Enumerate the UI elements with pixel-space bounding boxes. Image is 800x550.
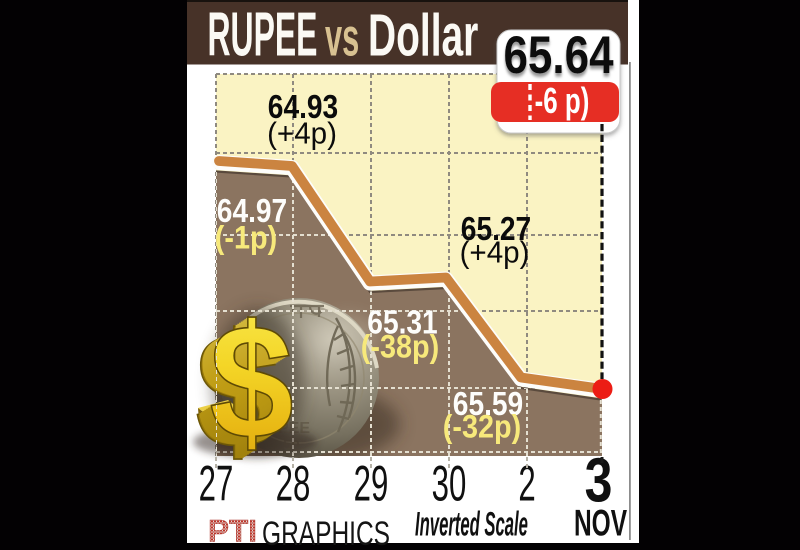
svg-text:$: $	[199, 299, 283, 480]
svg-text:3: 3	[585, 445, 613, 515]
svg-text:NOV: NOV	[574, 502, 627, 543]
svg-text:-6 p): -6 p)	[535, 81, 590, 121]
svg-text:GRAPHICS: GRAPHICS	[262, 515, 390, 550]
svg-text:$: $	[208, 293, 292, 474]
svg-text:65.64: 65.64	[503, 26, 613, 85]
svg-text:29: 29	[354, 455, 389, 511]
svg-text:28: 28	[276, 455, 311, 511]
svg-text:$: $	[204, 295, 288, 476]
svg-text:$: $	[197, 300, 281, 481]
svg-text:(-32p): (-32p)	[443, 409, 521, 445]
svg-text:PTI: PTI	[208, 513, 257, 549]
svg-text:(-38p): (-38p)	[361, 329, 439, 365]
svg-text:$: $	[201, 298, 285, 479]
svg-text:(+4p): (+4p)	[267, 117, 337, 150]
svg-text:Inverted Scale: Inverted Scale	[415, 505, 528, 543]
svg-text:vs: vs	[325, 8, 359, 68]
svg-text:65.59: 65.59	[453, 385, 523, 423]
svg-text:65.31: 65.31	[367, 303, 437, 341]
svg-text:$: $	[209, 292, 293, 473]
svg-text:Dollar: Dollar	[368, 2, 478, 68]
svg-text:64.97: 64.97	[217, 192, 287, 230]
svg-text:(-1p): (-1p)	[215, 220, 277, 256]
svg-text:64.93: 64.93	[268, 88, 338, 126]
svg-text:$: $	[206, 294, 290, 475]
svg-text:RUPEE: RUPEE	[208, 0, 318, 69]
svg-text:$: $	[195, 301, 279, 482]
svg-text:30: 30	[432, 455, 467, 511]
svg-text:2: 2	[518, 455, 535, 511]
svg-text:65.27: 65.27	[461, 210, 531, 248]
svg-text:27: 27	[199, 455, 234, 511]
svg-text:(+4p): (+4p)	[460, 236, 530, 269]
